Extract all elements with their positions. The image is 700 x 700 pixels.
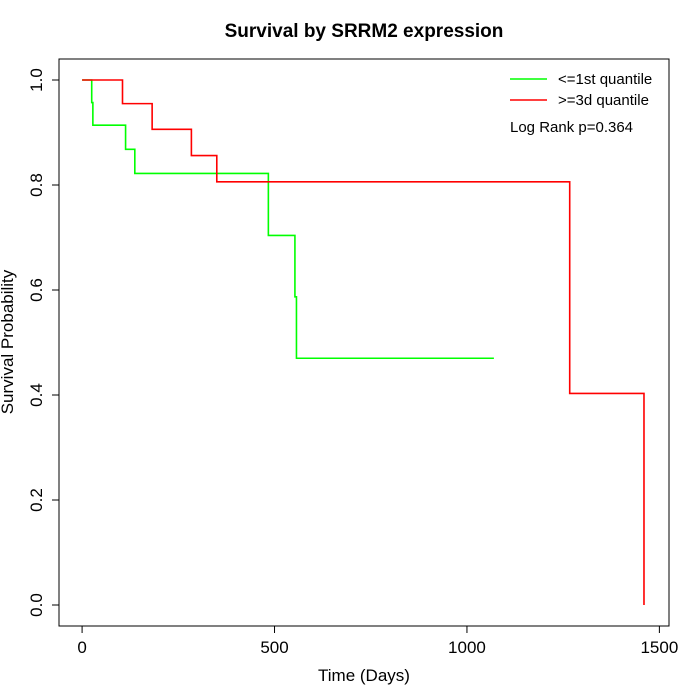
x-axis-label: Time (Days) [318,666,410,685]
y-tick-label: 0.2 [27,488,46,512]
x-axis: 0 500 1000 1500 [77,625,678,657]
legend-label-low: <=1st quantile [558,71,652,88]
plot-frame [58,58,670,627]
y-tick-label: 0.8 [27,173,46,197]
y-tick-label: 0.0 [27,593,46,617]
x-tick-label: 1500 [640,638,678,657]
y-tick-label: 0.4 [27,383,46,407]
legend: <=1st quantile >=3d quantile [510,71,652,109]
x-tick-label: 1000 [448,638,486,657]
x-tick-label: 500 [260,638,288,657]
chart-title: Survival by SRRM2 expression [225,21,504,42]
survival-curve-low [82,79,494,360]
x-tick-label: 0 [77,638,86,657]
y-tick-label: 1.0 [27,68,46,92]
legend-label-high: >=3d quantile [558,92,649,109]
log-rank-annotation: Log Rank p=0.364 [510,119,633,136]
series-layer [82,79,645,605]
survival-curve-high [82,79,645,605]
y-axis-label: Survival Probability [0,269,17,414]
y-tick-label: 0.6 [27,278,46,302]
y-axis: 0.0 0.2 0.4 0.6 0.8 1.0 [27,68,60,617]
